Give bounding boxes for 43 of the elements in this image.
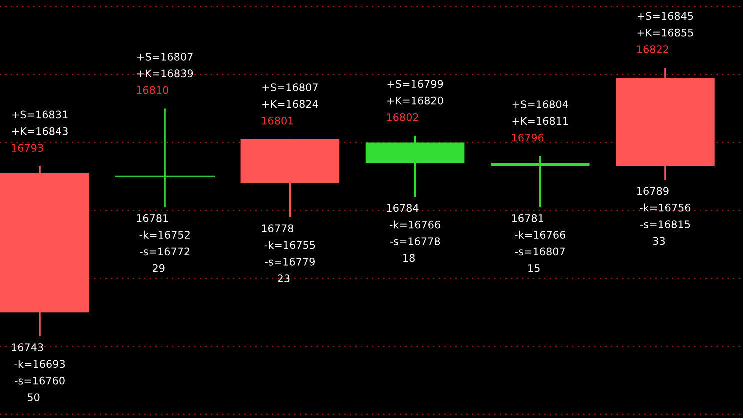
annotation: +S=16845 bbox=[638, 12, 694, 20]
annotation: 50 bbox=[28, 394, 40, 402]
annotation: -k=16693 bbox=[14, 360, 66, 368]
annotation: 16810 bbox=[137, 86, 168, 94]
annotation: +K=16811 bbox=[512, 117, 568, 126]
annotation: 16793 bbox=[12, 144, 44, 152]
annotation: +S=16799 bbox=[388, 80, 444, 88]
annotation: +K=16824 bbox=[262, 100, 318, 108]
annotation: +S=16831 bbox=[12, 110, 68, 119]
annotation: 15 bbox=[528, 264, 540, 272]
annotation: -k=16756 bbox=[640, 204, 691, 212]
annotation: -s=16778 bbox=[390, 238, 440, 246]
annotation: 16822 bbox=[638, 46, 668, 54]
annotation: +K=16843 bbox=[12, 127, 68, 136]
candlestick bbox=[490, 155, 590, 208]
annotation: -k=16766 bbox=[515, 230, 566, 239]
annotation: 16778 bbox=[262, 224, 294, 233]
annotation: -s=16807 bbox=[515, 248, 565, 256]
annotation: +K=16820 bbox=[388, 96, 444, 105]
annotation: 16743 bbox=[12, 344, 44, 352]
annotation: 16802 bbox=[387, 114, 418, 122]
annotation: -s=16760 bbox=[15, 376, 65, 385]
annotation: +S=16807 bbox=[262, 84, 318, 92]
annotation: 23 bbox=[278, 274, 290, 283]
annotation: 16801 bbox=[262, 116, 294, 125]
annotation: -s=16779 bbox=[265, 258, 315, 266]
annotation: 16784 bbox=[387, 204, 419, 212]
annotation: 18 bbox=[404, 254, 415, 262]
annotation: -k=16766 bbox=[390, 220, 440, 229]
annotation: -s=16815 bbox=[640, 220, 690, 228]
annotation: -k=16755 bbox=[264, 241, 316, 250]
annotation: -k=16752 bbox=[140, 230, 190, 239]
annotation: +K=16839 bbox=[138, 70, 194, 78]
annotation: +K=16855 bbox=[638, 28, 694, 37]
annotation: -s=16772 bbox=[140, 248, 190, 256]
annotation: 33 bbox=[653, 237, 665, 246]
annotation: 16781 bbox=[512, 214, 544, 222]
annotation: 29 bbox=[152, 264, 165, 272]
annotation: +S=16807 bbox=[138, 53, 193, 61]
annotation: 16781 bbox=[137, 214, 168, 222]
annotation: 16796 bbox=[512, 134, 544, 142]
annotation: +S=16804 bbox=[512, 100, 568, 108]
annotation: 16789 bbox=[638, 187, 669, 196]
